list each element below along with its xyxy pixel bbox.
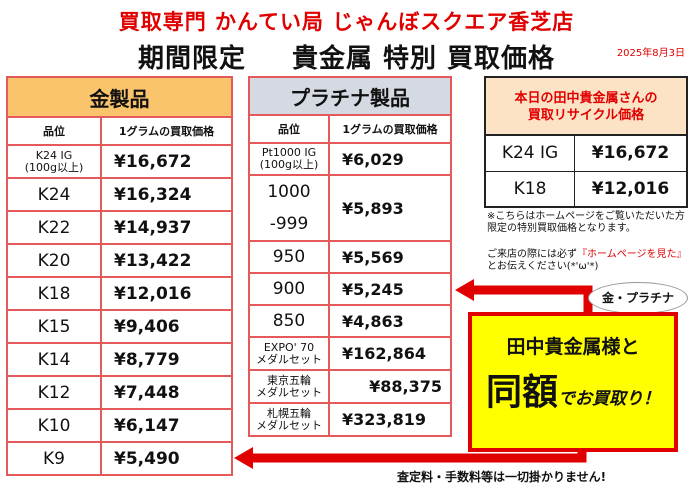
platinum-table-title: プラチナ製品 (248, 76, 452, 116)
gold-platinum-bubble: 金・プラチナ (588, 282, 688, 314)
table-row: K10 ¥6,147 (6, 408, 233, 443)
platinum-price: ¥4,863 (328, 304, 452, 338)
platinum-price: ¥162,864 (328, 336, 452, 371)
note-tell-staff: ご来店の際には必ず『ホームページを見た』とお伝えください(*'ω'*) (487, 249, 691, 273)
platinum-price: ¥6,029 (328, 142, 452, 176)
footer-note: 査定料・手数料等は一切掛かりません! (397, 470, 607, 484)
today-box-title: 本日の田中貴金属さんの 買取リサイクル価格 (486, 78, 686, 136)
platinum-price: ¥5,893 (328, 174, 452, 242)
platinum-grade: 950 (248, 240, 330, 274)
platinum-grade: 東京五輪 メダルセット (248, 369, 330, 404)
gold-grade: K14 (6, 342, 102, 377)
gold-price: ¥14,937 (100, 210, 233, 245)
table-row: 850 ¥4,863 (248, 304, 452, 338)
table-row: 900 ¥5,245 (248, 272, 452, 306)
gold-grade: K20 (6, 243, 102, 278)
table-row: K18 ¥12,016 (6, 276, 233, 311)
platinum-grade: EXPO' 70 メダルセット (248, 336, 330, 371)
platinum-price: ¥323,819 (328, 402, 452, 437)
arrow-to-platinum-icon (472, 285, 593, 312)
table-row: K22 ¥14,937 (6, 210, 233, 245)
headline: 期間限定 貴金属 特別 買取価格 (0, 38, 693, 75)
gold-price: ¥8,779 (100, 342, 233, 377)
note2-text-b: とお伝えください(*'ω'*) (487, 261, 599, 272)
platinum-price: ¥88,375 (328, 369, 452, 404)
platinum-grade: 1000 (248, 174, 330, 208)
note2-text-a: ご来店の際には必ず (487, 249, 577, 260)
gold-table-title: 金製品 (6, 76, 233, 118)
today-price: ¥12,016 (591, 179, 670, 199)
gold-col-grade: 品位 (6, 116, 102, 146)
table-row: EXPO' 70 メダルセット ¥162,864 (248, 336, 452, 371)
table-row: K15 ¥9,406 (6, 309, 233, 344)
gold-price: ¥13,422 (100, 243, 233, 278)
gold-price: ¥7,448 (100, 375, 233, 410)
table-row: 東京五輪 メダルセット ¥88,375 (248, 369, 452, 404)
gold-price: ¥12,016 (100, 276, 233, 311)
gold-price: ¥6,147 (100, 408, 233, 443)
today-price-box: 本日の田中貴金属さんの 買取リサイクル価格 K24 IG ¥16,672 K18… (484, 76, 688, 208)
promo-line2: 同額でお買取り！ (472, 363, 674, 415)
table-row: -999 (248, 208, 451, 242)
arrow-to-gold-icon (252, 452, 587, 463)
platinum-price: ¥5,245 (328, 272, 452, 306)
table-row: K14 ¥8,779 (6, 342, 233, 377)
table-row: K24 ¥16,324 (6, 177, 233, 212)
platinum-grade: 札幌五輪 メダルセット (248, 402, 330, 437)
platinum-grade: 900 (248, 272, 330, 306)
arrow-head-gold-icon (234, 447, 253, 469)
gold-grade: K12 (6, 375, 102, 410)
today-grade: K24 IG (486, 136, 575, 171)
store-name: 買取専門 かんてい局 じゃんぼスクエア香芝店 (118, 10, 575, 34)
today-grade: K18 (486, 172, 575, 207)
table-row: K9 ¥5,490 (6, 441, 233, 476)
gold-grade: K24 (6, 177, 102, 212)
gold-price: ¥16,324 (100, 177, 233, 212)
gold-grade: K24 IG (100g以上) (6, 144, 102, 179)
platinum-price-table: プラチナ製品 品位 1グラムの買取価格 Pt1000 IG (100g以上) ¥… (248, 76, 452, 437)
table-row: K24 IG ¥16,672 (486, 136, 686, 172)
note-special-price: ※こちらはホームページをご覧いただいた方限定の特別買取価格となります。 (487, 211, 685, 234)
headline-left: 期間限定 (137, 44, 246, 74)
note2-text-red: 『ホームページを見た』 (577, 249, 687, 260)
platinum-col-grade: 品位 (248, 114, 330, 144)
gold-grade: K10 (6, 408, 102, 443)
gold-price: ¥9,406 (100, 309, 233, 344)
table-row: K24 IG (100g以上) ¥16,672 (6, 144, 233, 179)
table-row: K12 ¥7,448 (6, 375, 233, 410)
headline-right: 貴金属 特別 買取価格 (291, 44, 556, 74)
platinum-grade: 850 (248, 304, 330, 338)
gold-grade: K22 (6, 210, 102, 245)
table-row: Pt1000 IG (100g以上) ¥6,029 (248, 142, 452, 176)
platinum-grade: Pt1000 IG (100g以上) (248, 142, 330, 176)
table-row: 950 ¥5,569 (248, 240, 452, 274)
arrow-head-platinum-icon (455, 279, 474, 301)
date-label: 2025年8月3日 (616, 48, 685, 59)
today-title-line1: 本日の田中貴金属さんの (514, 91, 658, 106)
gold-grade: K9 (6, 441, 102, 476)
gold-price: ¥5,490 (100, 441, 233, 476)
gold-col-price: 1グラムの買取価格 (100, 116, 233, 146)
platinum-col-price: 1グラムの買取価格 (328, 114, 452, 144)
table-row: K20 ¥13,422 (6, 243, 233, 278)
table-row: 札幌五輪 メダルセット ¥323,819 (248, 402, 452, 437)
promo-line1: 田中貴金属様と (506, 336, 640, 358)
promo-tail: でお買取り！ (558, 389, 660, 409)
table-row: 1000 ¥5,893 (248, 174, 452, 242)
gold-grade: K15 (6, 309, 102, 344)
gold-grade: K18 (6, 276, 102, 311)
today-title-line2: 買取リサイクル価格 (527, 108, 645, 123)
promo-box: 田中貴金属様と 同額でお買取り！ (468, 312, 678, 452)
promo-big: 同額 (485, 372, 558, 413)
gold-price-table: 金製品 品位 1グラムの買取価格 K24 IG (100g以上) ¥16,672 K… (6, 76, 233, 476)
today-price: ¥16,672 (591, 143, 670, 163)
table-row: K18 ¥12,016 (486, 172, 686, 207)
gold-table-body: K24 IG (100g以上) ¥16,672 K24 ¥16,324 K22 ¥14,9… (6, 144, 233, 476)
platinum-grade: -999 (248, 208, 330, 242)
gold-price: ¥16,672 (100, 144, 233, 179)
platinum-price: ¥5,569 (328, 240, 452, 274)
